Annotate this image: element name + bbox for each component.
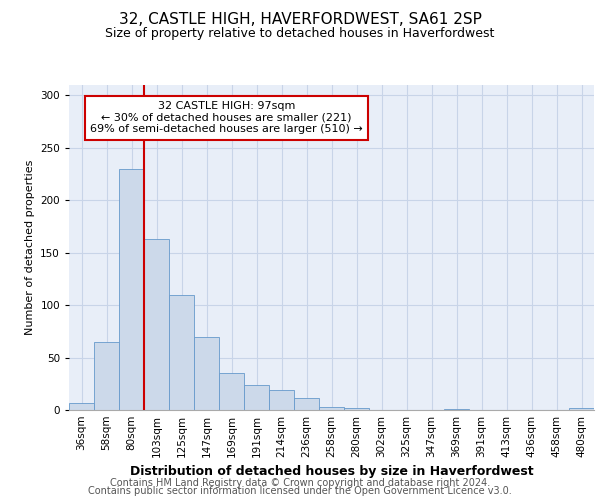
Bar <box>144 239 169 410</box>
Text: 32, CASTLE HIGH, HAVERFORDWEST, SA61 2SP: 32, CASTLE HIGH, HAVERFORDWEST, SA61 2SP <box>119 12 481 28</box>
Bar <box>119 169 144 410</box>
Text: 32 CASTLE HIGH: 97sqm
← 30% of detached houses are smaller (221)
69% of semi-det: 32 CASTLE HIGH: 97sqm ← 30% of detached … <box>90 101 363 134</box>
Bar <box>194 336 219 410</box>
Text: Contains public sector information licensed under the Open Government Licence v3: Contains public sector information licen… <box>88 486 512 496</box>
Bar <box>444 409 469 410</box>
Bar <box>169 294 194 410</box>
Text: Contains HM Land Registry data © Crown copyright and database right 2024.: Contains HM Land Registry data © Crown c… <box>110 478 490 488</box>
Bar <box>269 390 294 410</box>
Bar <box>219 374 244 410</box>
Bar <box>69 402 94 410</box>
Text: Size of property relative to detached houses in Haverfordwest: Size of property relative to detached ho… <box>106 28 494 40</box>
Bar <box>569 408 594 410</box>
Bar <box>244 385 269 410</box>
X-axis label: Distribution of detached houses by size in Haverfordwest: Distribution of detached houses by size … <box>130 466 533 478</box>
Bar <box>319 407 344 410</box>
Bar <box>294 398 319 410</box>
Bar <box>94 342 119 410</box>
Y-axis label: Number of detached properties: Number of detached properties <box>25 160 35 335</box>
Bar <box>344 408 369 410</box>
